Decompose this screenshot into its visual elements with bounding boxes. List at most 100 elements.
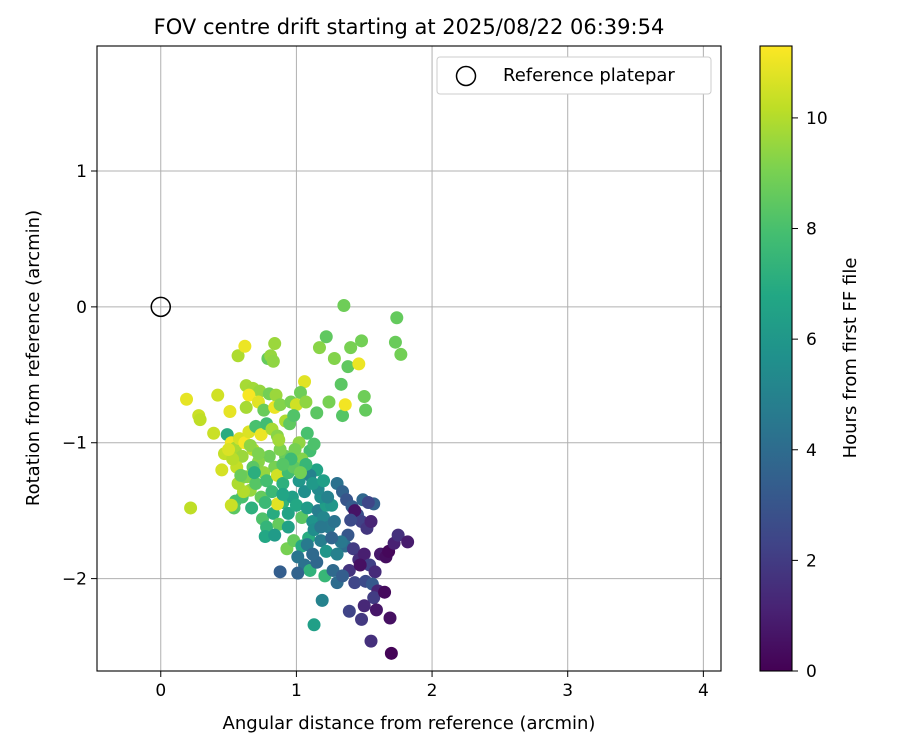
y-axis-label: Rotation from reference (arcmin) bbox=[23, 210, 44, 506]
scatter-point bbox=[317, 474, 331, 488]
plot-frame bbox=[96, 45, 722, 672]
scatter-point bbox=[319, 544, 333, 558]
scatter-point bbox=[276, 457, 290, 471]
y-tick-label: 0 bbox=[76, 298, 87, 318]
scatter-point bbox=[289, 498, 303, 512]
scatter-point bbox=[307, 618, 321, 632]
colorbar-ticks: 0 2 4 6 8 10 bbox=[792, 109, 828, 682]
reference-marker bbox=[150, 296, 172, 318]
scatter-point bbox=[265, 485, 279, 499]
scatter-point bbox=[266, 354, 280, 368]
colorbar-tick-label: 0 bbox=[806, 662, 817, 682]
scatter-point bbox=[293, 466, 307, 480]
scatter-point bbox=[336, 409, 350, 423]
scatter-point bbox=[314, 534, 328, 548]
scatter-point bbox=[300, 426, 314, 440]
scatter-point bbox=[298, 375, 312, 389]
x-tick-label: 3 bbox=[562, 681, 573, 701]
scatter-point bbox=[368, 565, 382, 579]
colorbar-tick-label: 6 bbox=[806, 330, 817, 350]
scatter-point bbox=[193, 413, 207, 427]
colorbar-tick-label: 8 bbox=[806, 220, 817, 240]
scatter-point bbox=[211, 388, 225, 402]
scatter-point bbox=[353, 558, 367, 572]
scatter-point bbox=[322, 395, 336, 409]
y-tick-label: −1 bbox=[62, 434, 87, 454]
scatter-point bbox=[272, 433, 286, 447]
scatter-point bbox=[273, 565, 287, 579]
legend: Reference platepar bbox=[436, 56, 712, 95]
scatter-point bbox=[184, 501, 198, 515]
scatter-point bbox=[346, 542, 360, 556]
scatter-points bbox=[180, 299, 415, 660]
scatter-point bbox=[247, 466, 261, 480]
scatter-point bbox=[383, 611, 397, 625]
scatter-point bbox=[314, 520, 328, 534]
scatter-point bbox=[249, 477, 263, 490]
legend-box bbox=[436, 56, 712, 95]
scatter-point bbox=[238, 339, 252, 353]
scatter-point bbox=[348, 576, 362, 590]
scatter-point bbox=[234, 468, 248, 482]
x-axis-label: Angular distance from reference (arcmin) bbox=[223, 713, 596, 734]
colorbar-label: Hours from first FF file bbox=[840, 258, 861, 459]
scatter-point bbox=[180, 392, 194, 406]
scatter-point bbox=[273, 398, 287, 412]
y-tick-label: −2 bbox=[62, 570, 87, 590]
scatter-point bbox=[364, 634, 378, 648]
scatter-point bbox=[319, 330, 333, 344]
scatter-point bbox=[222, 443, 236, 457]
scatter-point bbox=[306, 547, 320, 561]
colorbar-tick-label: 10 bbox=[806, 109, 828, 129]
scatter-point bbox=[215, 463, 229, 477]
scatter-point bbox=[260, 520, 274, 534]
scatter-point bbox=[336, 569, 350, 583]
scatter-point bbox=[243, 438, 257, 452]
scatter-point bbox=[355, 334, 369, 348]
scatter-point bbox=[334, 377, 348, 391]
scatter-point bbox=[394, 347, 408, 361]
scatter-point bbox=[321, 490, 335, 504]
scatter-point bbox=[401, 535, 415, 549]
x-tick-label: 2 bbox=[427, 681, 438, 701]
x-tick-label: 1 bbox=[291, 681, 302, 701]
scatter-point bbox=[367, 591, 381, 605]
legend-label: Reference platepar bbox=[503, 65, 675, 86]
scatter-point bbox=[281, 506, 295, 520]
scatter-point bbox=[268, 528, 282, 542]
scatter-point bbox=[359, 403, 373, 417]
grid bbox=[97, 46, 721, 671]
scatter-point bbox=[378, 585, 392, 599]
scatter-point bbox=[384, 646, 398, 660]
scatter-point bbox=[293, 385, 307, 399]
scatter-point bbox=[355, 612, 369, 626]
colorbar-tick-label: 4 bbox=[806, 441, 817, 461]
scatter-point bbox=[315, 593, 329, 607]
x-tick-label: 4 bbox=[698, 681, 709, 701]
scatter-point bbox=[357, 547, 371, 561]
scatter-point bbox=[326, 563, 340, 577]
scatter-point bbox=[299, 395, 313, 409]
scatter-point bbox=[337, 299, 351, 313]
scatter-point bbox=[298, 485, 312, 499]
scatter-point bbox=[327, 352, 341, 365]
scatter-point bbox=[287, 409, 301, 423]
scatter-point bbox=[207, 426, 221, 440]
scatter-point bbox=[276, 477, 290, 490]
scatter-point bbox=[361, 496, 375, 510]
scatter-point bbox=[388, 335, 402, 349]
scatter-point bbox=[281, 520, 295, 534]
reference-layer bbox=[150, 296, 172, 318]
scatter-point bbox=[300, 538, 314, 552]
scatter-point bbox=[344, 513, 358, 527]
scatter-point bbox=[300, 501, 314, 515]
y-tick-label: 1 bbox=[76, 162, 87, 182]
scatter-point bbox=[344, 341, 358, 355]
scatter-point bbox=[306, 477, 320, 490]
scatter-point bbox=[341, 360, 355, 374]
scatter-point bbox=[270, 497, 284, 511]
scatter-point bbox=[327, 515, 341, 529]
scatter-point bbox=[357, 599, 371, 613]
scatter-point bbox=[273, 443, 287, 457]
